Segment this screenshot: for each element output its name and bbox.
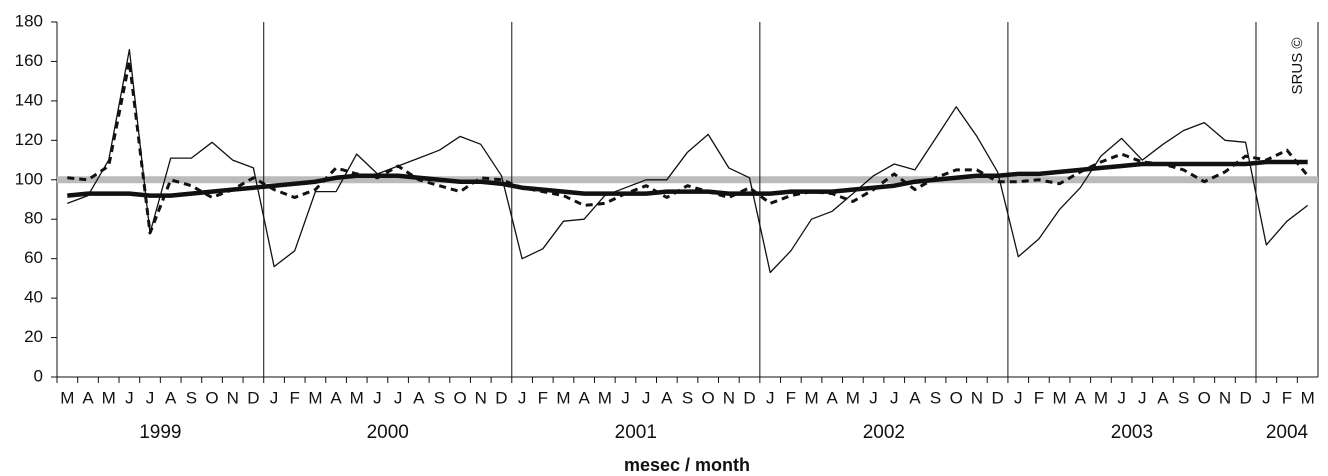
x-tick-label: F (1034, 388, 1044, 407)
x-tick-label: J (146, 388, 155, 407)
x-tick-label: N (723, 388, 735, 407)
x-axis-title: mesec / month (624, 455, 750, 475)
x-tick-label: M (804, 388, 818, 407)
x-tick-label: J (1014, 388, 1023, 407)
y-tick-label: 160 (15, 51, 43, 70)
year-label: 2002 (863, 422, 905, 443)
x-tick-label: D (1240, 388, 1252, 407)
x-tick-label: M (556, 388, 570, 407)
y-tick-label: 180 (15, 11, 43, 30)
y-tick-label: 60 (24, 248, 43, 267)
series-line (67, 59, 1309, 235)
x-tick-label: O (453, 388, 466, 407)
x-tick-label: J (1262, 388, 1271, 407)
x-tick-label: J (642, 388, 651, 407)
x-tick-label: A (661, 388, 673, 407)
x-tick-label: F (786, 388, 796, 407)
x-tick-label: A (1075, 388, 1087, 407)
x-tick-label: A (413, 388, 425, 407)
year-label: 2003 (1111, 422, 1153, 443)
x-tick-label: J (766, 388, 775, 407)
x-tick-label: J (869, 388, 878, 407)
x-tick-label: J (373, 388, 382, 407)
x-tick-label: S (930, 388, 941, 407)
series-line (67, 159, 1308, 198)
x-tick-label: O (1198, 388, 1211, 407)
x-tick-label: J (1138, 388, 1147, 407)
year-label: 1999 (139, 422, 181, 443)
y-tick-label: 80 (24, 209, 43, 228)
x-tick-label: S (434, 388, 445, 407)
x-tick-label: A (827, 388, 839, 407)
x-tick-label: F (290, 388, 300, 407)
x-tick-label: N (227, 388, 239, 407)
year-label: 2001 (615, 422, 657, 443)
x-tick-label: S (682, 388, 693, 407)
copyright: SRUS © (1289, 38, 1306, 95)
y-tick-label: 0 (34, 366, 43, 385)
x-tick-label: M (60, 388, 74, 407)
x-tick-label: J (125, 388, 134, 407)
x-tick-label: M (598, 388, 612, 407)
y-tick-label: 40 (24, 288, 43, 307)
x-tick-label: F (1282, 388, 1292, 407)
x-tick-label: J (394, 388, 403, 407)
y-tick-label: 20 (24, 327, 43, 346)
x-tick-label: J (270, 388, 279, 407)
x-tick-label: S (186, 388, 197, 407)
x-tick-label: M (1094, 388, 1108, 407)
x-tick-label: N (971, 388, 983, 407)
x-tick-label: M (1301, 388, 1315, 407)
x-tick-label: N (475, 388, 487, 407)
x-tick-label: M (308, 388, 322, 407)
x-tick-label: A (330, 388, 342, 407)
x-tick-label: M (102, 388, 116, 407)
x-tick-label: A (165, 388, 177, 407)
x-tick-label: D (495, 388, 507, 407)
x-tick-label: A (1157, 388, 1169, 407)
x-tick-label: M (1053, 388, 1067, 407)
x-tick-label: D (743, 388, 755, 407)
x-tick-label: J (1117, 388, 1126, 407)
series-line (67, 48, 1309, 274)
x-tick-label: A (82, 388, 94, 407)
x-tick-label: O (950, 388, 963, 407)
x-tick-label: D (991, 388, 1003, 407)
x-tick-label: O (702, 388, 715, 407)
x-tick-label: A (578, 388, 590, 407)
x-tick-label: M (846, 388, 860, 407)
x-tick-label: J (621, 388, 630, 407)
x-tick-label: A (909, 388, 921, 407)
x-tick-label: F (538, 388, 548, 407)
x-tick-label: M (350, 388, 364, 407)
x-tick-label: J (890, 388, 899, 407)
y-tick-label: 120 (15, 130, 43, 149)
y-tick-label: 100 (15, 169, 43, 188)
x-tick-label: D (247, 388, 259, 407)
year-label: 2000 (367, 422, 409, 443)
y-tick-label: 140 (15, 90, 43, 109)
x-tick-label: S (1178, 388, 1189, 407)
year-label: 2004 (1266, 422, 1309, 443)
x-tick-label: N (1219, 388, 1231, 407)
x-tick-label: J (518, 388, 527, 407)
x-tick-label: O (205, 388, 218, 407)
